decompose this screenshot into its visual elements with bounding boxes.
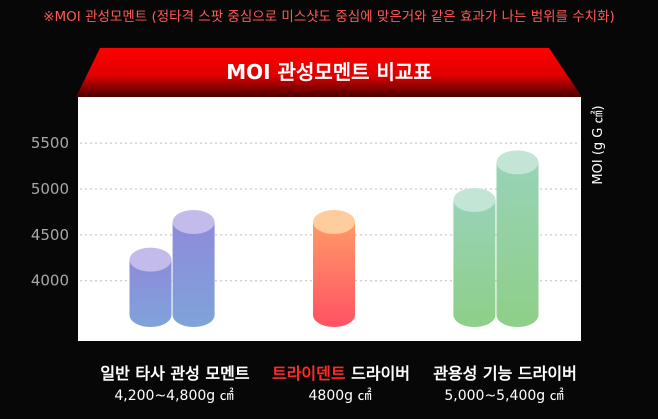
- cylinder-body: [172, 222, 215, 327]
- cylinder-top: [313, 210, 355, 235]
- cylinder-top: [129, 247, 172, 272]
- y-tick-label: 4000: [31, 272, 69, 290]
- category-label-text: 드라이버: [346, 364, 410, 383]
- category-range: 4800g ㎠: [309, 388, 372, 404]
- category-label-text: 일반 타사 관성 모멘트: [100, 364, 249, 383]
- moi-note: ※MOI 관성모멘트 (정타격 스팟 중심으로 미스샷도 중심에 맞은거와 같은…: [43, 9, 615, 25]
- category-label: 관용성 기능 드라이버: [433, 364, 577, 383]
- cylinder-bar: [453, 188, 496, 327]
- cylinder-body: [129, 259, 172, 327]
- cylinder-top: [496, 150, 539, 175]
- cylinder-body: [313, 222, 355, 327]
- y-tick-label: 5500: [31, 134, 69, 152]
- cylinder-top: [453, 188, 496, 213]
- category-label: 트라이덴트 드라이버: [272, 364, 410, 383]
- y-tick-label: 4500: [31, 226, 69, 244]
- category-label: 일반 타사 관성 모멘트: [100, 364, 249, 383]
- cylinder-bar: [313, 210, 355, 327]
- cylinder-body: [496, 162, 539, 327]
- y-tick-label: 5000: [31, 180, 69, 198]
- category-range: 4,200~4,800g ㎠: [114, 388, 233, 404]
- category-range: 5,000~5,400g ㎠: [444, 388, 563, 404]
- cylinder-bar: [496, 150, 539, 327]
- cylinder-bar: [129, 247, 172, 327]
- cylinder-top: [172, 210, 215, 235]
- chart-title: MOI 관성모멘트 비교표: [226, 60, 431, 84]
- cylinder-body: [453, 200, 496, 327]
- cylinder-bar: [172, 210, 215, 327]
- title-banner: [76, 48, 582, 97]
- brand-highlight: 트라이덴트: [272, 364, 346, 383]
- y-axis-label: MOI (g G ㎠): [591, 105, 606, 184]
- category-label-text: 관용성 기능 드라이버: [433, 364, 577, 383]
